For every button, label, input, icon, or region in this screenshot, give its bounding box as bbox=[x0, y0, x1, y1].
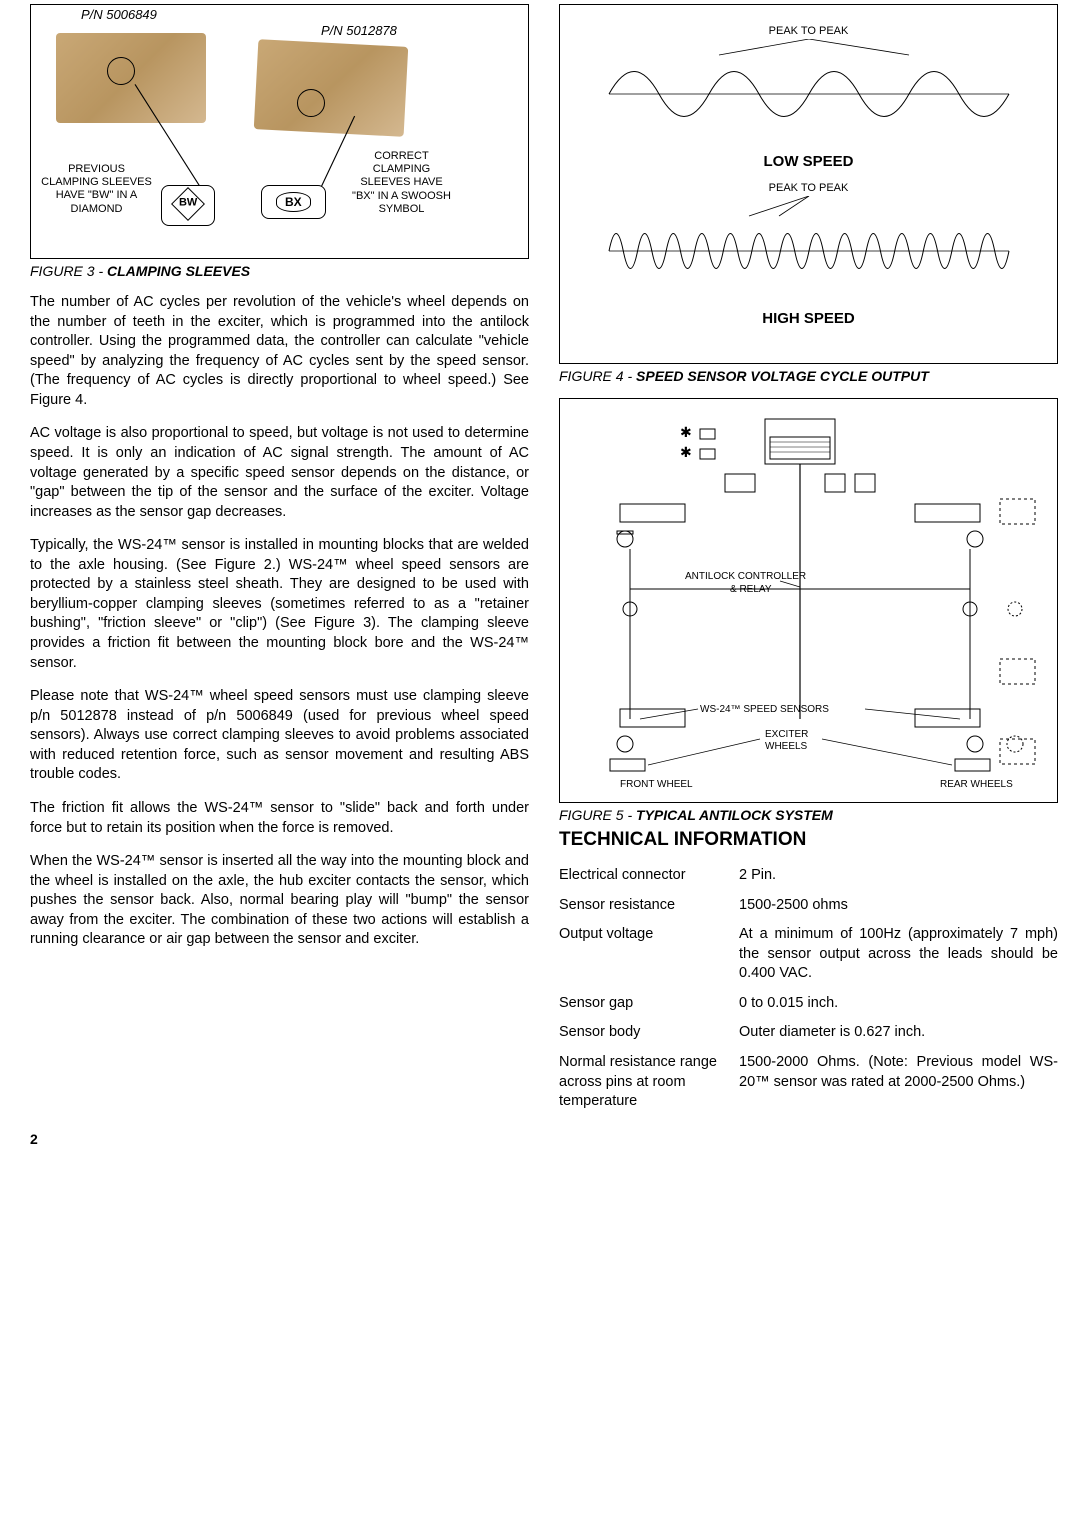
fig3-circle-right bbox=[297, 89, 325, 117]
technical-info-table: Electrical connector 2 Pin. Sensor resis… bbox=[559, 861, 1058, 1117]
fig4-high-speed-label: HIGH SPEED bbox=[590, 310, 1027, 327]
tech-row-0-label: Electrical connector bbox=[559, 861, 739, 891]
svg-text:✱: ✱ bbox=[680, 444, 692, 460]
body-paragraph-2: AC voltage is also proportional to speed… bbox=[30, 424, 529, 522]
body-paragraph-6: When the WS-24™ sensor is inserted all t… bbox=[30, 852, 529, 950]
fig5-diagram: ✱ ✱ bbox=[570, 409, 1040, 794]
svg-text:WHEELS: WHEELS bbox=[765, 741, 808, 752]
figure-3-caption: FIGURE 3 - CLAMPING SLEEVES bbox=[30, 263, 529, 279]
fig3-bx-symbol: BX bbox=[261, 185, 326, 219]
figure-5-caption: FIGURE 5 - TYPICAL ANTILOCK SYSTEM bbox=[559, 807, 1058, 823]
fig3-circle-left bbox=[107, 57, 135, 85]
figure-4-box: PEAK TO PEAK LOW SPEED PEAK TO PEAK HIGH… bbox=[559, 4, 1058, 364]
tech-row-0-value: 2 Pin. bbox=[739, 861, 1058, 891]
tech-row-3-label: Sensor gap bbox=[559, 989, 739, 1019]
fig3-bw-symbol: BW bbox=[161, 185, 215, 226]
tech-row-1-label: Sensor resistance bbox=[559, 891, 739, 921]
fig4-peak-label-top: PEAK TO PEAK bbox=[590, 25, 1027, 37]
fig3-label-previous: PREVIOUS CLAMPING SLEEVES HAVE "BW" IN A… bbox=[39, 163, 154, 216]
fig3-pn-left: P/N 5006849 bbox=[81, 7, 157, 22]
body-paragraph-1: The number of AC cycles per revolution o… bbox=[30, 293, 529, 410]
figure-4-caption: FIGURE 4 - SPEED SENSOR VOLTAGE CYCLE OU… bbox=[559, 368, 1058, 384]
svg-text:ANTILOCK CONTROLLER: ANTILOCK CONTROLLER bbox=[685, 571, 806, 582]
svg-text:WS-24™ SPEED SENSORS: WS-24™ SPEED SENSORS bbox=[700, 704, 829, 715]
figure-3-box: P/N 5006849 P/N 5012878 PREVIOUS CLAMPIN… bbox=[30, 4, 529, 259]
svg-text:✱: ✱ bbox=[680, 424, 692, 440]
fig4-low-speed-label: LOW SPEED bbox=[590, 153, 1027, 170]
technical-heading: TECHNICAL INFORMATION bbox=[559, 829, 1058, 851]
body-paragraph-4: Please note that WS-24™ wheel speed sens… bbox=[30, 687, 529, 785]
tech-row-2-value: At a minimum of 100Hz (approximately 7 m… bbox=[739, 920, 1058, 989]
page-number: 2 bbox=[30, 1131, 38, 1147]
fig4-high-speed-wave bbox=[599, 196, 1019, 306]
svg-text:FRONT WHEEL: FRONT WHEEL bbox=[620, 779, 693, 790]
svg-text:& RELAY: & RELAY bbox=[730, 584, 772, 595]
fig3-pn-right: P/N 5012878 bbox=[321, 23, 397, 38]
fig4-peak-label-bottom: PEAK TO PEAK bbox=[590, 182, 1027, 194]
fig4-low-speed-wave bbox=[599, 39, 1019, 149]
svg-text:REAR WHEELS: REAR WHEELS bbox=[940, 779, 1013, 790]
figure-5-box: ✱ ✱ bbox=[559, 398, 1058, 803]
tech-row-4-label: Sensor body bbox=[559, 1018, 739, 1048]
tech-row-2-label: Output voltage bbox=[559, 920, 739, 989]
tech-row-5-label: Normal resistance range across pins at r… bbox=[559, 1048, 739, 1117]
fig3-label-correct: CORRECT CLAMPING SLEEVES HAVE "BX" IN A … bbox=[349, 150, 454, 216]
tech-row-5-value: 1500-2000 Ohms. (Note: Previous model WS… bbox=[739, 1048, 1058, 1117]
fig3-sleeve-right-image bbox=[254, 39, 409, 137]
tech-row-1-value: 1500-2500 ohms bbox=[739, 891, 1058, 921]
tech-row-4-value: Outer diameter is 0.627 inch. bbox=[739, 1018, 1058, 1048]
body-paragraph-5: The friction fit allows the WS-24™ senso… bbox=[30, 799, 529, 838]
tech-row-3-value: 0 to 0.015 inch. bbox=[739, 989, 1058, 1019]
svg-text:EXCITER: EXCITER bbox=[765, 729, 808, 740]
body-paragraph-3: Typically, the WS-24™ sensor is installe… bbox=[30, 536, 529, 673]
